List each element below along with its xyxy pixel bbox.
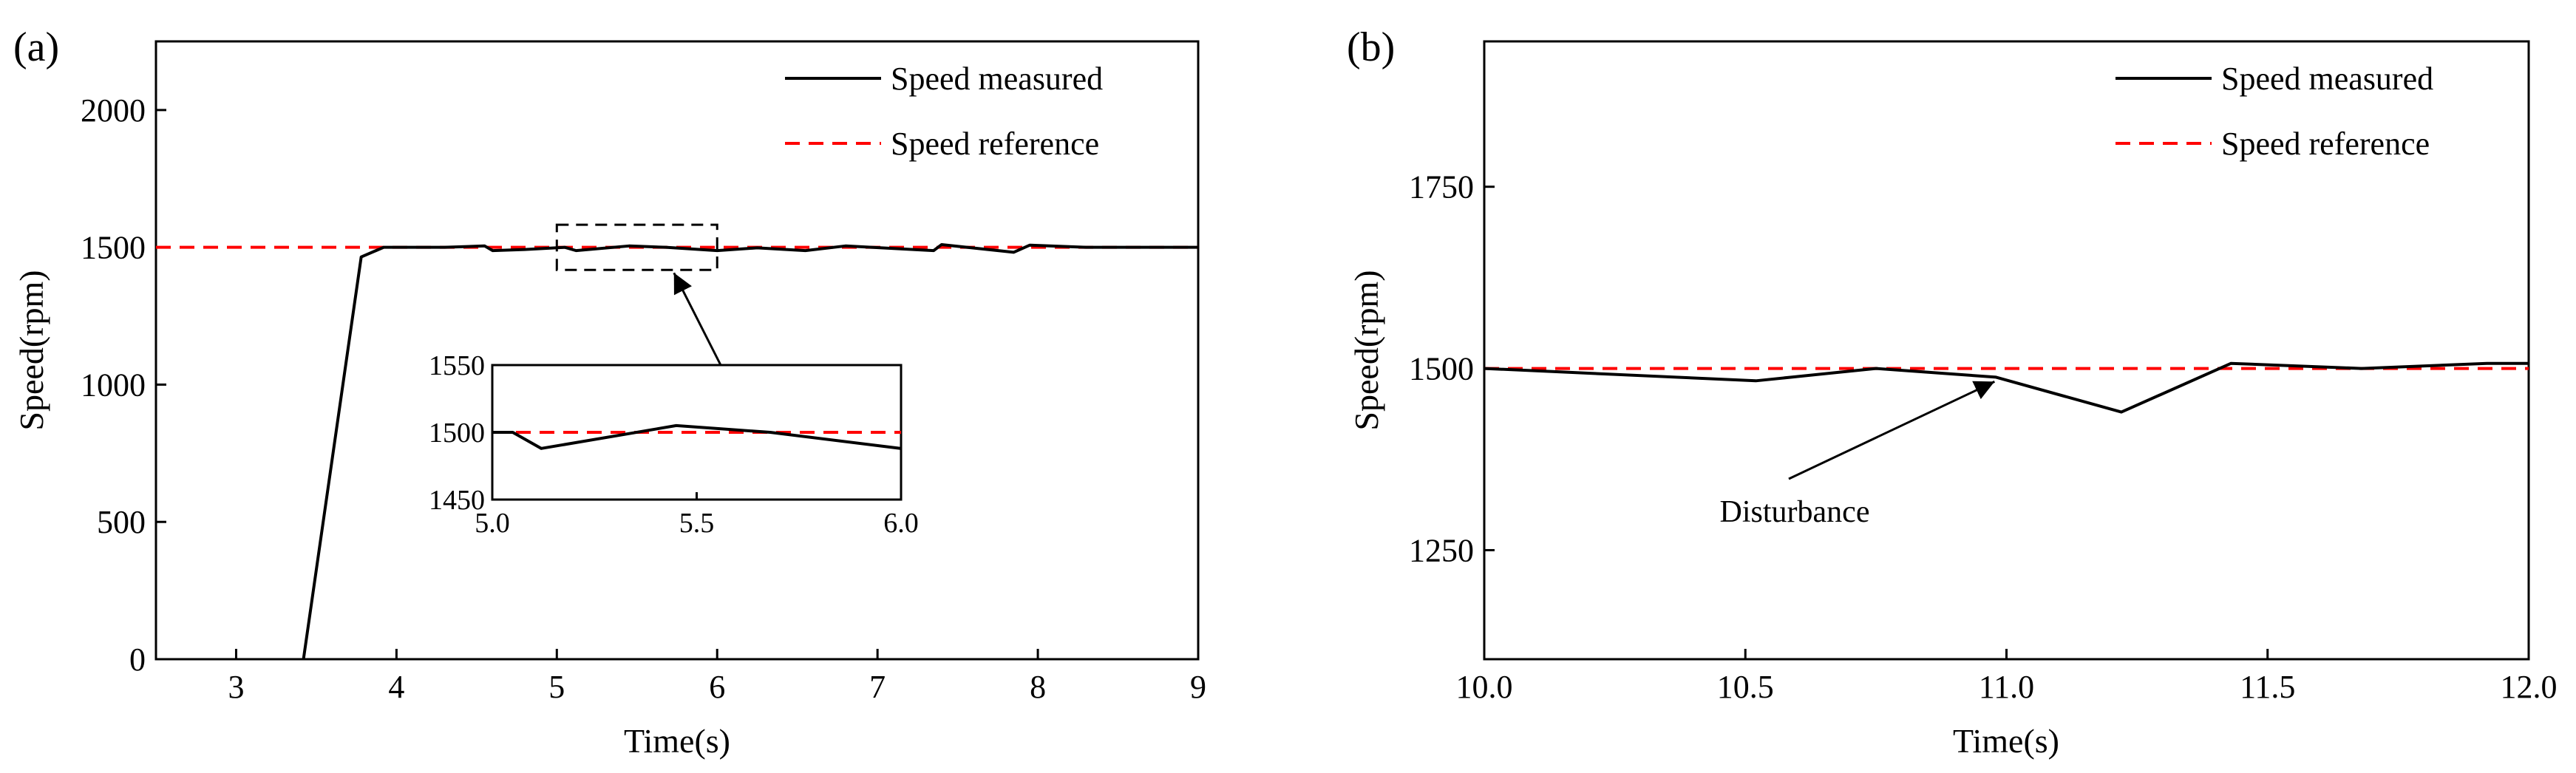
panel-a-zoom-indicator [555, 223, 722, 366]
inset-measured-line [492, 423, 902, 450]
disturbance-label: Disturbance [1720, 495, 1870, 529]
panel-a-y-tick-label: 1500 [81, 230, 146, 266]
panel-a: (a) 3 4 5 6 7 8 9 0 500 1000 1500 2000 Time(s) Spee… [13, 24, 1206, 760]
legend-b-reference-label: Speed reference [2221, 126, 2430, 162]
panel-b-series [1484, 361, 2529, 414]
panel-b-y-tick-label: 1500 [1409, 351, 1474, 387]
panel-b-legend: Speed measured Speed reference [2115, 61, 2433, 162]
inset-y-tick-label: 1450 [429, 485, 485, 516]
zoom-arrow [673, 272, 722, 366]
inset-y-tick-label: 1500 [429, 418, 485, 449]
panel-b-x-tick-label: 12.0 [2501, 669, 2558, 705]
panel-a-x-tick-label: 9 [1190, 669, 1206, 705]
panel-a-x-tick-label: 3 [228, 669, 244, 705]
speed-measured-line-a [302, 242, 1198, 660]
legend-a-reference-label: Speed reference [891, 126, 1099, 162]
panel-b-label: (b) [1347, 24, 1395, 70]
panel-a-x-tick-label: 7 [869, 669, 886, 705]
panel-a-y-tick-label: 2000 [81, 92, 146, 129]
panel-a-plot-area [154, 40, 1200, 661]
panel-a-series [156, 242, 1198, 660]
inset-y-tick-label: 1550 [429, 350, 485, 381]
panel-a-label: (a) [13, 24, 59, 70]
panel-a-legend: Speed measured Speed reference [785, 61, 1103, 162]
panel-b: (b) 10.0 10.5 11.0 11.5 12.0 1250 1500 1750 Tim… [1347, 24, 2558, 760]
zoom-box [555, 223, 718, 271]
panel-a-y-tick-label: 1000 [81, 367, 146, 403]
disturbance-arrow [1788, 381, 1996, 480]
legend-a-measured-label: Speed measured [891, 61, 1103, 97]
panel-b-y-axis-title: Speed(rpm) [1348, 270, 1385, 430]
panel-a-x-tick-label: 8 [1030, 669, 1046, 705]
panel-a-axes: 3 4 5 6 7 8 9 0 500 1000 1500 2000 [81, 92, 1206, 705]
panel-a-x-tick-label: 6 [709, 669, 725, 705]
panel-b-x-tick-label: 11.0 [1979, 669, 2034, 705]
panel-b-y-tick-label: 1250 [1409, 532, 1474, 568]
inset-x-tick-label: 5.5 [679, 508, 715, 539]
legend-b-measured-label: Speed measured [2221, 61, 2433, 97]
panel-b-x-tick-label: 11.5 [2240, 669, 2295, 705]
panel-b-x-tick-label: 10.5 [1717, 669, 1774, 705]
panel-a-y-axis-title: Speed(rpm) [13, 270, 50, 430]
panel-b-x-axis-title: Time(s) [1953, 722, 2059, 760]
panel-b-annotation: Disturbance [1720, 381, 1996, 529]
panel-b-y-tick-label: 1750 [1409, 169, 1474, 205]
inset-series [492, 423, 902, 450]
panel-a-x-tick-label: 4 [388, 669, 404, 705]
panel-a-x-tick-label: 5 [548, 669, 565, 705]
panel-b-axes: 10.0 10.5 11.0 11.5 12.0 1250 1500 1750 [1409, 169, 2558, 705]
speed-measured-line-b [1484, 361, 2529, 414]
panel-b-x-tick-label: 10.0 [1456, 669, 1513, 705]
panel-a-y-tick-label: 500 [97, 504, 146, 540]
inset-x-tick-label: 5.0 [475, 508, 510, 539]
panel-a-y-tick-label: 0 [129, 641, 146, 678]
inset-x-tick-label: 6.0 [883, 508, 919, 539]
panel-a-inset: 5.0 5.5 6.0 1450 1500 1550 [429, 350, 919, 539]
inset-axes: 5.0 5.5 6.0 1450 1500 1550 [429, 350, 919, 539]
panel-a-x-axis-title: Time(s) [624, 722, 730, 760]
